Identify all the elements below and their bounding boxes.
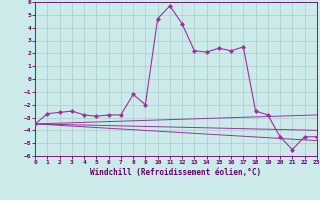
X-axis label: Windchill (Refroidissement éolien,°C): Windchill (Refroidissement éolien,°C) [91, 168, 261, 177]
